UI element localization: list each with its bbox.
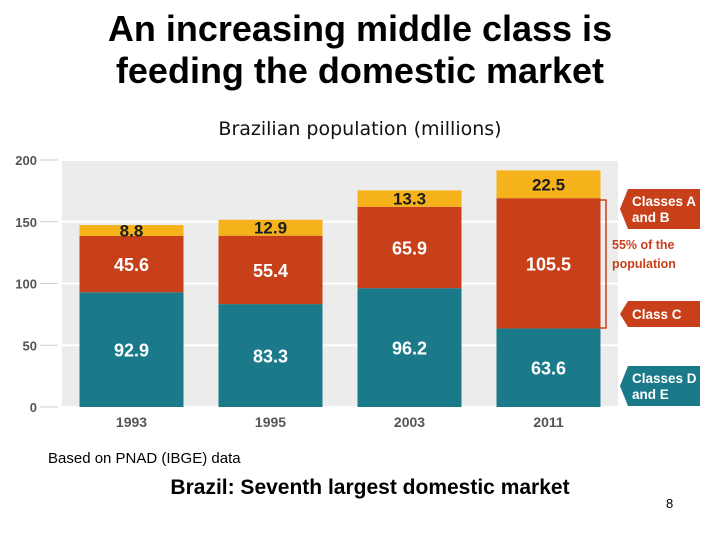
data-label: 55.4 (253, 261, 288, 281)
bar-segment (496, 170, 601, 199)
page-number: 8 (666, 496, 674, 511)
data-label: 13.3 (393, 190, 426, 209)
x-tick-label: 1995 (255, 414, 286, 430)
data-label: 83.3 (253, 347, 288, 367)
footer-caption: Brazil: Seventh largest domestic market (170, 476, 570, 499)
bar-segment (496, 328, 601, 407)
legend-tag (620, 189, 700, 229)
y-tick-label: 200 (15, 153, 37, 168)
legend-tag (620, 366, 700, 406)
bar-segment (357, 190, 462, 207)
slide-title: An increasing middle class is feeding th… (0, 8, 720, 92)
legend-label: Class C (632, 307, 682, 322)
bar-segment (79, 235, 184, 293)
bar-segment (218, 304, 323, 407)
data-label: 65.9 (392, 238, 427, 258)
y-tick-label: 100 (15, 277, 37, 292)
data-label: 96.2 (392, 339, 427, 359)
bar-segment (218, 219, 323, 236)
data-label: 105.5 (526, 254, 571, 274)
stacked-bar-chart: 0 50 100 150 200 92.9 45.6 8.8 1993 83.3 55.4 12.9 1… (15, 153, 700, 430)
source-note: Based on PNAD (IBGE) data (48, 450, 241, 467)
x-tick-label: 2003 (394, 414, 425, 430)
x-tick-label: 2011 (533, 414, 564, 430)
bar-segment (357, 206, 462, 289)
legend-label: Classes D (632, 371, 697, 386)
chart-subtitle: Brazilian population (millions) (218, 118, 502, 140)
y-tick-label: 150 (15, 215, 37, 230)
legend-label: and E (632, 387, 669, 402)
legend-label: and B (632, 210, 670, 225)
bar-segment (79, 225, 184, 236)
data-label: 12.9 (254, 219, 287, 238)
data-label: 8.8 (120, 222, 144, 241)
y-tick-label: 0 (30, 400, 37, 415)
data-label: 45.6 (114, 255, 149, 275)
annotation-line: 55% of the (612, 238, 675, 252)
title-line-2: feeding the domestic market (115, 50, 605, 91)
bar-segment (357, 288, 462, 407)
legend-tag (620, 301, 700, 327)
annotation-line: population (612, 257, 676, 271)
bar-segment (79, 292, 184, 407)
legend-label: Classes A (632, 194, 696, 209)
y-tick-label: 50 (23, 338, 37, 353)
bar-segment (496, 198, 601, 329)
population-bracket (600, 199, 607, 329)
x-tick-label: 1993 (116, 414, 147, 430)
data-label: 22.5 (532, 175, 565, 194)
data-label: 63.6 (531, 359, 566, 379)
title-line-1: An increasing middle class is (107, 8, 613, 49)
data-label: 92.9 (114, 341, 149, 361)
bar-segment (218, 235, 323, 305)
